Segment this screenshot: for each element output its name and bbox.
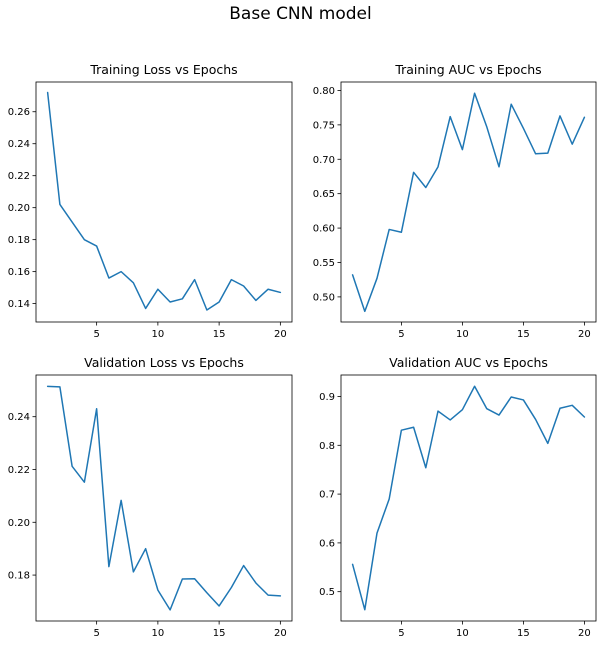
validation-loss-axes-frame	[35, 374, 293, 622]
training-loss-ytick-label: 0.16	[8, 267, 30, 278]
training-loss-title: Training Loss vs Epochs	[89, 62, 237, 77]
validation-loss-ytick-label: 0.18	[8, 571, 30, 582]
training-loss-ytick-label: 0.20	[8, 203, 30, 214]
training-auc-xtick-label: 5	[398, 329, 404, 340]
training-auc-ytick-label: 0.80	[313, 86, 335, 97]
training-loss-xtick-label: 15	[213, 329, 226, 340]
training-auc-xtick-label: 20	[578, 329, 591, 340]
training-loss-ytick-label: 0.24	[8, 139, 30, 150]
training-loss-ytick-label: 0.14	[8, 299, 30, 310]
training-loss-xtick-label: 10	[152, 329, 165, 340]
training-loss-ytick-label: 0.18	[8, 235, 30, 246]
validation-loss-ytick-label: 0.24	[8, 412, 30, 423]
validation-loss-title: Validation Loss vs Epochs	[84, 355, 244, 370]
validation-auc-xtick-label: 5	[398, 628, 404, 639]
training-auc-xtick-label: 10	[456, 329, 469, 340]
validation-auc-xtick-label: 15	[517, 628, 530, 639]
validation-loss-xtick-label: 5	[93, 628, 99, 639]
validation-auc-ytick-label: 0.8	[319, 441, 335, 452]
training-loss-ytick-label: 0.22	[8, 171, 30, 182]
figure-title: Base CNN model	[229, 4, 372, 24]
validation-auc-subplot: Validation AUC vs Epochs 5 10 15 20 0.5 0.6 0.7…	[319, 355, 597, 639]
validation-auc-ytick-label: 0.9	[319, 392, 335, 403]
training-loss-subplot: Training Loss vs Epochs 5 10 15 20 0.14 0.16 0.…	[8, 62, 293, 340]
training-auc-ytick-label: 0.55	[313, 258, 335, 269]
validation-auc-xtick-label: 10	[456, 628, 469, 639]
validation-loss-line	[46, 385, 282, 611]
training-auc-ytick-label: 0.70	[313, 155, 335, 166]
training-loss-xtick-label: 20	[274, 329, 287, 340]
training-auc-line	[351, 92, 586, 313]
validation-auc-ytick-label: 0.5	[319, 587, 335, 598]
training-loss-ytick-label: 0.26	[8, 107, 30, 118]
training-auc-title: Training AUC vs Epochs	[394, 62, 541, 77]
validation-loss-subplot: Validation Loss vs Epochs 5 10 15 20 0.18 0.20…	[8, 355, 293, 639]
validation-loss-ytick-label: 0.22	[8, 465, 30, 476]
training-auc-ytick-label: 0.75	[313, 120, 335, 131]
validation-loss-xtick-label: 20	[274, 628, 287, 639]
training-loss-xtick-label: 5	[93, 329, 99, 340]
validation-loss-xtick-label: 15	[213, 628, 226, 639]
validation-auc-ytick-label: 0.7	[319, 490, 335, 501]
training-auc-subplot: Training AUC vs Epochs 5 10 15 20 0.50 0.55 0.6…	[313, 62, 597, 340]
training-auc-ytick-label: 0.65	[313, 189, 335, 200]
validation-loss-xtick-label: 10	[152, 628, 165, 639]
validation-auc-axes-frame	[340, 374, 597, 622]
training-loss-axes-frame	[35, 81, 293, 323]
validation-auc-ytick-label: 0.6	[319, 538, 335, 549]
validation-auc-line	[351, 385, 586, 611]
validation-auc-xtick-label: 20	[578, 628, 591, 639]
training-auc-axes-frame	[340, 81, 597, 323]
training-loss-line	[46, 91, 282, 311]
validation-loss-ytick-label: 0.20	[8, 518, 30, 529]
training-auc-ytick-label: 0.50	[313, 292, 335, 303]
validation-auc-title: Validation AUC vs Epochs	[389, 355, 548, 370]
training-auc-ytick-label: 0.60	[313, 224, 335, 235]
training-auc-xtick-label: 15	[517, 329, 530, 340]
